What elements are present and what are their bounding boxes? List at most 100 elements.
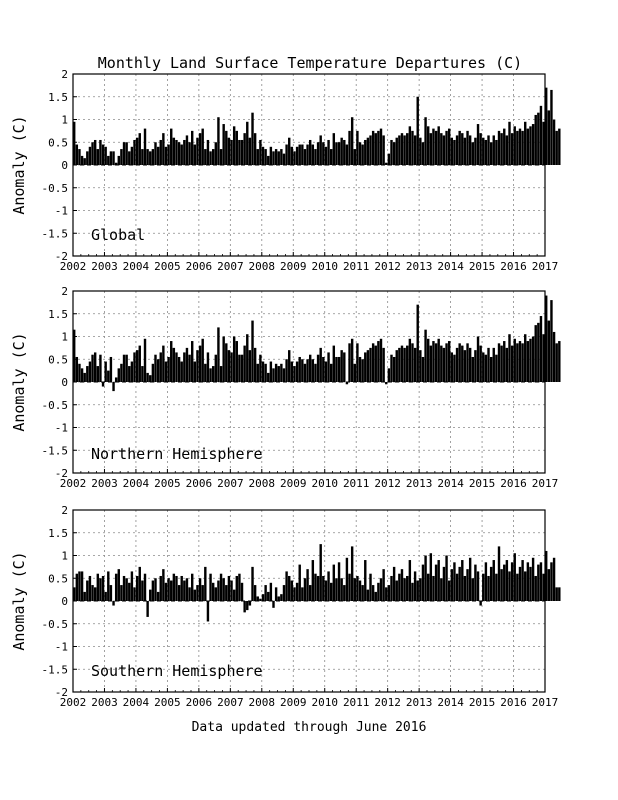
x-tick-label: 2006 — [186, 260, 213, 273]
bar — [447, 128, 451, 165]
bar — [177, 585, 181, 601]
bar — [272, 368, 275, 382]
bar — [387, 153, 391, 165]
bar — [88, 361, 92, 382]
y-tick-label: -1.5 — [42, 227, 69, 240]
bar — [461, 133, 464, 165]
bar — [209, 151, 212, 165]
bar — [369, 135, 372, 165]
bar — [162, 569, 165, 601]
bar — [361, 585, 364, 601]
bar — [497, 343, 501, 382]
bar — [479, 601, 482, 606]
bar — [555, 587, 558, 601]
bar — [135, 137, 139, 165]
bar — [516, 343, 519, 382]
bar — [201, 128, 204, 165]
bar — [516, 130, 519, 165]
bar — [109, 151, 113, 165]
bar — [461, 560, 464, 601]
bar — [476, 336, 480, 382]
bar — [138, 345, 141, 382]
bar — [453, 562, 456, 601]
bar — [78, 363, 81, 382]
bar — [130, 571, 134, 601]
bar — [518, 341, 522, 382]
bar — [471, 142, 474, 165]
bar — [400, 133, 404, 165]
bar — [379, 578, 383, 601]
bar — [521, 560, 524, 601]
panel-global: 2002 2003 2004 2005 2006 2007 2008 2009 2010 2011… — [10, 68, 561, 273]
bar — [274, 363, 278, 382]
bar — [227, 350, 231, 382]
x-tick-label: 2015 — [469, 260, 496, 273]
bar — [419, 350, 422, 382]
bar — [442, 566, 446, 601]
bar — [335, 142, 338, 165]
y-axis-title: Anomaly (C) — [10, 551, 28, 650]
bar — [93, 139, 97, 165]
bar — [293, 366, 296, 382]
bar — [264, 149, 267, 165]
bar — [175, 575, 178, 601]
bar — [503, 341, 506, 382]
bar — [204, 566, 207, 601]
bar — [267, 372, 270, 382]
bar — [96, 366, 100, 382]
bar — [256, 149, 259, 165]
bar — [188, 587, 191, 601]
y-tick-label: 0 — [61, 376, 68, 389]
y-tick-label: -1 — [55, 422, 68, 435]
bar — [463, 137, 467, 165]
y-axis-title: Anomaly (C) — [10, 332, 28, 431]
x-tick-label: 2014 — [437, 260, 464, 273]
bar — [455, 573, 459, 601]
bar — [510, 345, 514, 382]
bar — [143, 128, 147, 165]
bar — [316, 575, 320, 601]
y-tick-label: 2 — [61, 285, 68, 298]
bar — [482, 137, 485, 165]
bar — [309, 585, 312, 601]
bar — [198, 133, 202, 165]
bar — [537, 322, 540, 382]
bar — [416, 304, 419, 382]
bar — [303, 578, 307, 601]
bar — [204, 149, 207, 165]
bar — [314, 573, 317, 601]
bar — [440, 133, 443, 165]
bar — [513, 338, 516, 382]
bar — [534, 575, 537, 601]
bar — [219, 573, 223, 601]
bar — [269, 361, 273, 382]
y-tick-label: 0.5 — [48, 572, 68, 585]
bar — [379, 338, 383, 382]
bar — [429, 553, 433, 601]
bar — [130, 361, 134, 382]
bar — [198, 578, 202, 601]
bar — [269, 582, 273, 601]
bar — [371, 130, 375, 165]
bar — [371, 585, 375, 601]
bar — [311, 144, 315, 165]
bar — [487, 575, 490, 601]
y-tick-label: -1.5 — [42, 444, 69, 457]
bar — [180, 361, 183, 382]
bar — [387, 585, 391, 601]
bar — [225, 585, 228, 601]
bar — [458, 566, 461, 601]
bar — [177, 142, 181, 165]
bar — [122, 142, 126, 165]
bar — [122, 354, 126, 382]
bar — [214, 587, 218, 601]
bar — [392, 356, 396, 382]
bar — [537, 564, 540, 601]
bar — [432, 128, 435, 165]
y-tick-label: 1 — [61, 331, 68, 344]
bar — [222, 578, 225, 601]
bar — [117, 569, 120, 601]
bar — [316, 354, 320, 382]
x-tick-label: 2006 — [186, 477, 213, 490]
bar — [264, 585, 267, 601]
